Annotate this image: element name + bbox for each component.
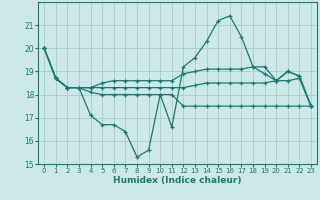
X-axis label: Humidex (Indice chaleur): Humidex (Indice chaleur) (113, 176, 242, 185)
